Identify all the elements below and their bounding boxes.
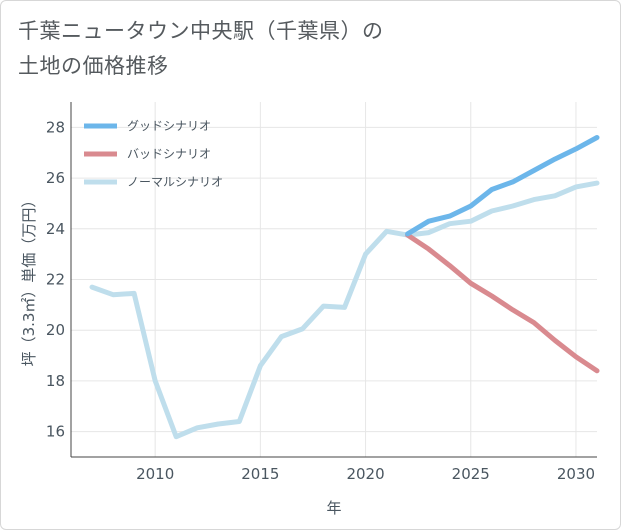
y-tick-label: 24 — [46, 220, 65, 238]
legend-label-0: グッドシナリオ — [127, 119, 211, 133]
legend-label-2: ノーマルシナリオ — [127, 175, 223, 189]
x-axis-title: 年 — [326, 499, 341, 517]
x-tick-label: 2020 — [346, 465, 384, 483]
y-tick-label: 28 — [46, 118, 65, 136]
y-tick-label: 26 — [46, 169, 65, 187]
y-tick-label: 20 — [46, 321, 65, 339]
x-tick-label: 2010 — [136, 465, 174, 483]
y-tick-label: 18 — [46, 372, 65, 390]
x-tick-label: 2015 — [241, 465, 279, 483]
x-tick-label: 2030 — [557, 465, 595, 483]
chart-title: 千葉ニュータウン中央駅（千葉県）の 土地の価格推移 — [18, 14, 578, 84]
y-tick-label: 16 — [46, 423, 65, 441]
x-tick-label: 2025 — [452, 465, 490, 483]
series-line-1 — [405, 232, 600, 374]
chart-title-line1: 千葉ニュータウン中央駅（千葉県）の — [18, 19, 384, 43]
y-tick-label: 22 — [46, 271, 65, 289]
series-line-0 — [405, 135, 600, 237]
chart-title-line2: 土地の価格推移 — [18, 54, 169, 78]
y-axis-title: 坪（3.3㎡）単価（万円） — [20, 193, 38, 367]
legend-label-1: バッドシナリオ — [127, 147, 211, 161]
series-line-2 — [89, 180, 600, 440]
